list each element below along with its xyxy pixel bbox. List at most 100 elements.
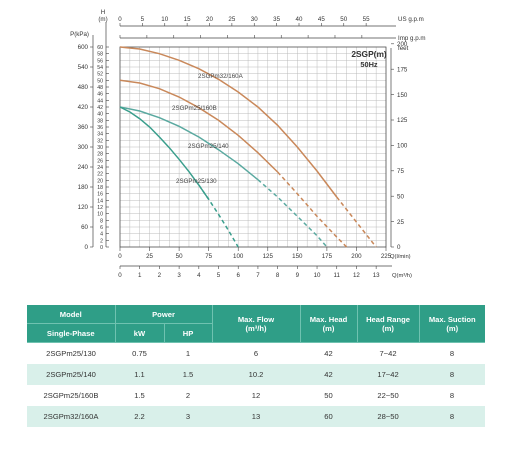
series-curve-dashed	[336, 196, 377, 248]
head-axis-tick-label: 26	[97, 158, 103, 164]
m3h-axis-tick-label: 6	[236, 272, 240, 279]
feet-axis-tick-label: 50	[397, 193, 404, 200]
head-axis-tick-label: 38	[97, 118, 103, 124]
feet-axis-tick-label: 100	[397, 143, 408, 150]
header-max-suction-unit: (m)	[446, 323, 459, 333]
us-gpm-axis-tick-label: 30	[251, 16, 258, 23]
series-label: 2SGPm25/130	[176, 178, 217, 185]
head-axis-tick-label: 6	[100, 225, 103, 231]
head-axis-tick-label: 22	[97, 172, 103, 178]
series-curve-dashed	[257, 179, 328, 248]
cell-kw: 1.5	[134, 391, 145, 400]
head-axis-tick-label: 56	[97, 58, 103, 64]
cell-head-range: 7~42	[379, 349, 397, 358]
header-max-head-unit: (m)	[322, 323, 335, 333]
series-curve-dashed	[277, 171, 348, 248]
imp-gpm-axis-label: Imp g.p.m	[398, 35, 426, 42]
us-gpm-axis-tick-label: 0	[118, 16, 122, 23]
pressure-axis-tick-label: 60	[81, 224, 88, 231]
head-axis-tick-label: 16	[97, 192, 103, 198]
head-axis-tick-label: 42	[97, 105, 103, 111]
us-gpm-axis-tick-label: 20	[206, 16, 213, 23]
cell-model: 2SGPm25/130	[46, 349, 96, 358]
head-axis-tick-label: 20	[97, 178, 103, 184]
pressure-axis-label: P(kPa)	[70, 31, 89, 38]
us-gpm-axis-tick-label: 40	[296, 16, 303, 23]
m3h-axis-tick-label: 1	[138, 272, 142, 279]
header-head-range-unit: (m)	[382, 323, 394, 333]
header-max-suction: Max. Suction (m)	[419, 305, 486, 343]
us-gpm-axis-label: US g.p.m	[398, 16, 424, 23]
chart-subtitle: 50Hz	[360, 60, 378, 69]
m3h-axis-tick-label: 3	[177, 272, 181, 279]
plot-frame	[119, 46, 387, 248]
lmin-axis-tick-label: 50	[176, 253, 183, 260]
feet-axis-tick-label: 200	[397, 41, 408, 48]
lmin-axis-label: Q(l/min)	[390, 254, 411, 260]
cell-kw: 0.75	[132, 349, 147, 358]
cell-max-suction: 8	[419, 406, 486, 427]
m3h-axis-tick-label: 2	[158, 272, 162, 279]
pressure-axis-tick-label: 240	[78, 164, 89, 171]
us-gpm-axis-tick-label: 50	[340, 16, 347, 23]
m3h-axis-tick-label: 7	[256, 272, 260, 279]
pressure-axis-tick-label: 540	[78, 64, 89, 71]
lmin-axis-tick-label: 125	[263, 253, 274, 260]
lmin-axis-tick-label: 150	[292, 253, 303, 260]
cell-hp: 1	[185, 349, 191, 358]
head-axis-tick-label: 10	[97, 212, 103, 218]
head-axis-tick-label: 28	[97, 152, 103, 158]
head-axis-tick-label: 24	[97, 165, 103, 171]
series-curve-solid	[119, 79, 279, 173]
chart-title: 2SGP(m)	[351, 49, 387, 59]
m3h-axis-tick-label: 5	[217, 272, 221, 279]
head-axis-tick-label: 4	[100, 232, 103, 238]
head-axis-tick-label: 32	[97, 138, 103, 144]
header-single-phase: Single-Phase	[27, 323, 116, 343]
cell-kw: 1.1	[115, 364, 164, 385]
m3h-axis-tick-label: 4	[197, 272, 201, 279]
series-label: 2SGPm32/160A	[198, 73, 244, 80]
feet-axis-tick-label: 0	[397, 244, 401, 251]
specification-table: Model Power Max. Flow (m³/h) Max. Head (…	[27, 305, 486, 427]
feet-axis-tick-label: 125	[397, 117, 408, 124]
header-max-head: Max. Head (m)	[300, 305, 358, 343]
header-hp: HP	[164, 323, 213, 343]
head-axis-tick-label: 46	[97, 92, 103, 98]
head-axis-unit: (m)	[98, 16, 107, 23]
header-kw: kW	[115, 323, 165, 343]
series-label: 2SGPm25/160B	[172, 105, 217, 112]
cell-max-suction: 8	[419, 364, 486, 385]
m3h-axis-tick-label: 8	[276, 272, 280, 279]
us-gpm-axis-tick-label: 10	[161, 16, 168, 23]
pressure-axis-tick-label: 420	[78, 104, 89, 111]
header-head-range-label: Head Range	[366, 314, 410, 324]
head-axis-label: H	[101, 9, 105, 16]
cell-max-suction: 8	[449, 349, 455, 358]
m3h-axis-tick-label: 0	[118, 272, 122, 279]
cell-model: 2SGPm32/160A	[27, 406, 115, 427]
head-axis-tick-label: 12	[97, 205, 103, 211]
head-axis-tick-label: 48	[97, 85, 103, 91]
cell-max-head: 42	[300, 364, 358, 385]
head-axis-tick-label: 36	[97, 125, 103, 131]
pressure-axis-tick-label: 600	[78, 44, 89, 51]
cell-model: 2SGPm25/140	[27, 364, 115, 385]
head-axis-tick-label: 30	[97, 145, 103, 151]
pressure-axis-tick-label: 360	[78, 124, 89, 131]
cell-hp: 3	[164, 406, 213, 427]
header-max-flow-unit: (m³/h)	[245, 323, 267, 333]
series-curve-solid	[119, 106, 259, 181]
cell-max-head: 60	[300, 406, 358, 427]
lmin-axis-tick-label: 75	[205, 253, 212, 260]
head-axis-tick-label: 18	[97, 185, 103, 191]
series-curve-dashed	[198, 184, 239, 248]
lmin-axis-tick-label: 25	[146, 253, 153, 260]
header-model: Model	[27, 305, 116, 324]
pump-performance-chart: 0246810121416182022242628303234363840424…	[70, 9, 426, 279]
head-axis-tick-label: 40	[97, 112, 103, 118]
lmin-axis-tick-label: 0	[118, 253, 122, 260]
head-axis-tick-label: 14	[97, 198, 103, 204]
feet-axis-tick-label: 150	[397, 92, 408, 99]
head-axis-tick-label: 8	[100, 218, 103, 224]
